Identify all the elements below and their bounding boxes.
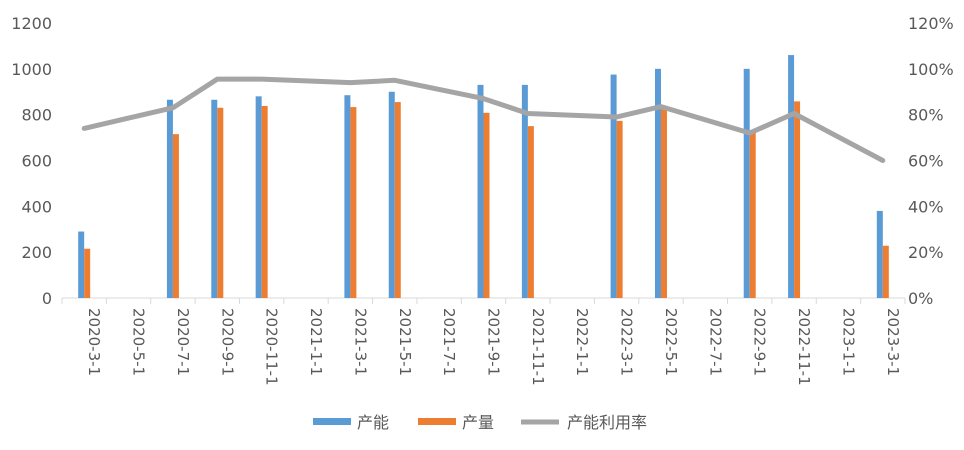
x-tick-label: 2023-1-1 xyxy=(839,308,857,376)
x-tick-label: 2020-7-1 xyxy=(174,308,192,376)
utilization-point xyxy=(394,79,396,81)
left-y-tick-label: 200 xyxy=(21,243,52,262)
utilization-point xyxy=(660,106,662,108)
left-y-tick-label: 400 xyxy=(21,197,52,216)
left-y-tick-label: 0 xyxy=(42,289,52,308)
utilization-point xyxy=(261,78,263,80)
left-y-tick-label: 1000 xyxy=(11,60,52,79)
x-tick-label: 2022-9-1 xyxy=(751,308,769,376)
legend: 产能 产量 产能利用率 xyxy=(313,413,647,432)
bar-output xyxy=(527,126,534,298)
right-y-tick-label: 60% xyxy=(908,152,944,171)
bar-capacity xyxy=(166,99,173,298)
bar-output xyxy=(483,112,490,298)
utilization-point xyxy=(616,116,618,118)
utilization-line xyxy=(81,76,886,163)
legend-swatch-capacity xyxy=(313,418,351,425)
bar-capacity xyxy=(521,84,528,298)
x-tick-label: 2022-1-1 xyxy=(573,308,591,376)
utilization-point xyxy=(172,107,174,109)
x-tick-label: 2020-3-1 xyxy=(85,308,103,376)
bar-output xyxy=(217,107,224,299)
bar-capacity xyxy=(477,84,484,298)
x-tick-label: 2020-11-1 xyxy=(263,308,281,386)
bar-capacity xyxy=(78,231,85,298)
bar-capacity xyxy=(388,91,395,298)
x-tick-label: 2021-9-1 xyxy=(485,308,503,376)
legend-label-utilization: 产能利用率 xyxy=(567,413,647,432)
bar-capacity xyxy=(610,74,617,298)
left-y-axis: 0 200 400 600 800 1000 1200 xyxy=(11,14,52,308)
x-tick-label: 2022-7-1 xyxy=(706,308,724,376)
left-y-tick-label: 600 xyxy=(21,152,52,171)
bar-output xyxy=(172,134,179,298)
x-tick-label: 2021-7-1 xyxy=(440,308,458,376)
bar-capacity xyxy=(876,210,883,298)
x-tick-label: 2021-3-1 xyxy=(351,308,369,376)
utilization-point xyxy=(882,160,884,161)
left-y-tick-label: 1200 xyxy=(11,14,52,33)
bar-capacity xyxy=(344,95,351,298)
bar-output xyxy=(660,107,667,299)
legend-label-capacity: 产能 xyxy=(357,413,389,432)
right-y-tick-label: 40% xyxy=(908,197,944,216)
bar-capacity xyxy=(788,55,795,299)
bars xyxy=(78,55,889,299)
x-tick-label: 2022-11-1 xyxy=(795,308,813,386)
x-tick-label: 2020-5-1 xyxy=(130,308,148,376)
utilization-point xyxy=(216,78,218,80)
bar-output xyxy=(261,105,268,298)
right-y-tick-label: 0% xyxy=(908,289,933,308)
right-y-axis: 0% 20% 40% 60% 80% 100% 120% xyxy=(908,14,954,308)
x-tick-label: 2023-3-1 xyxy=(884,308,902,376)
utilization-point xyxy=(483,98,484,100)
x-tick-label: 2021-11-1 xyxy=(529,308,547,386)
bar-capacity xyxy=(255,96,262,298)
legend-label-output: 产量 xyxy=(462,413,494,432)
left-y-tick-label: 800 xyxy=(21,106,52,125)
bar-output xyxy=(84,248,91,298)
x-tick-label: 2020-9-1 xyxy=(218,308,236,376)
utilization-point xyxy=(793,113,795,115)
x-tick-label: 2021-1-1 xyxy=(307,308,325,376)
bar-output xyxy=(616,120,623,299)
bar-capacity xyxy=(654,68,661,298)
bar-output xyxy=(394,102,401,298)
utilization-point xyxy=(349,82,351,84)
x-tick-label: 2021-5-1 xyxy=(396,308,414,376)
x-tick-label: 2022-3-1 xyxy=(618,308,636,376)
x-tick-label: 2022-5-1 xyxy=(662,308,680,376)
utilization-point xyxy=(749,132,751,134)
right-y-tick-label: 20% xyxy=(908,243,944,262)
utilization-point xyxy=(83,127,85,129)
bar-capacity xyxy=(211,99,218,298)
right-y-tick-label: 80% xyxy=(908,106,944,125)
right-y-tick-label: 100% xyxy=(908,60,954,79)
bar-output xyxy=(794,101,801,298)
bar-capacity xyxy=(743,68,750,298)
bar-output xyxy=(749,133,756,298)
right-y-tick-label: 120% xyxy=(908,14,954,33)
bar-output xyxy=(350,107,357,299)
utilization-point xyxy=(527,113,529,115)
x-axis-ticks: 2020-3-1 2020-5-1 2020-7-1 2020-9-1 2020-11-… xyxy=(61,298,906,386)
legend-swatch-output xyxy=(418,418,456,425)
bar-output xyxy=(882,245,889,298)
